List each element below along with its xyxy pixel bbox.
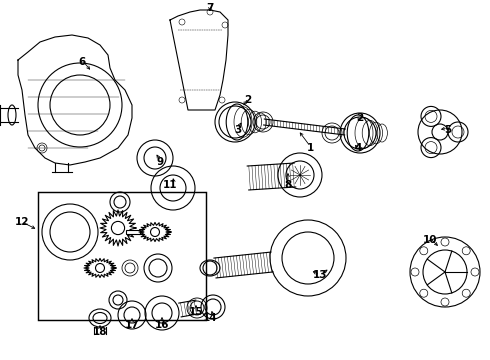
- Text: 13: 13: [313, 270, 327, 280]
- Text: 15: 15: [189, 307, 203, 317]
- Text: 9: 9: [156, 157, 164, 167]
- Text: 5: 5: [444, 125, 452, 135]
- Text: 10: 10: [423, 235, 437, 245]
- Text: 18: 18: [93, 327, 107, 337]
- Text: 12: 12: [15, 217, 29, 227]
- Text: 16: 16: [155, 320, 169, 330]
- Bar: [38, 192, 206, 320]
- Text: 1: 1: [306, 143, 314, 153]
- Text: 7: 7: [206, 3, 214, 13]
- Text: 6: 6: [78, 57, 86, 67]
- Bar: [126, 230, 140, 234]
- Text: 8: 8: [284, 180, 292, 190]
- Text: 3: 3: [234, 125, 242, 135]
- Text: 2: 2: [245, 95, 252, 105]
- Text: 2: 2: [356, 113, 364, 123]
- Text: 11: 11: [163, 180, 177, 190]
- Text: 17: 17: [124, 320, 139, 330]
- Text: 4: 4: [354, 143, 362, 153]
- Text: 14: 14: [203, 313, 217, 323]
